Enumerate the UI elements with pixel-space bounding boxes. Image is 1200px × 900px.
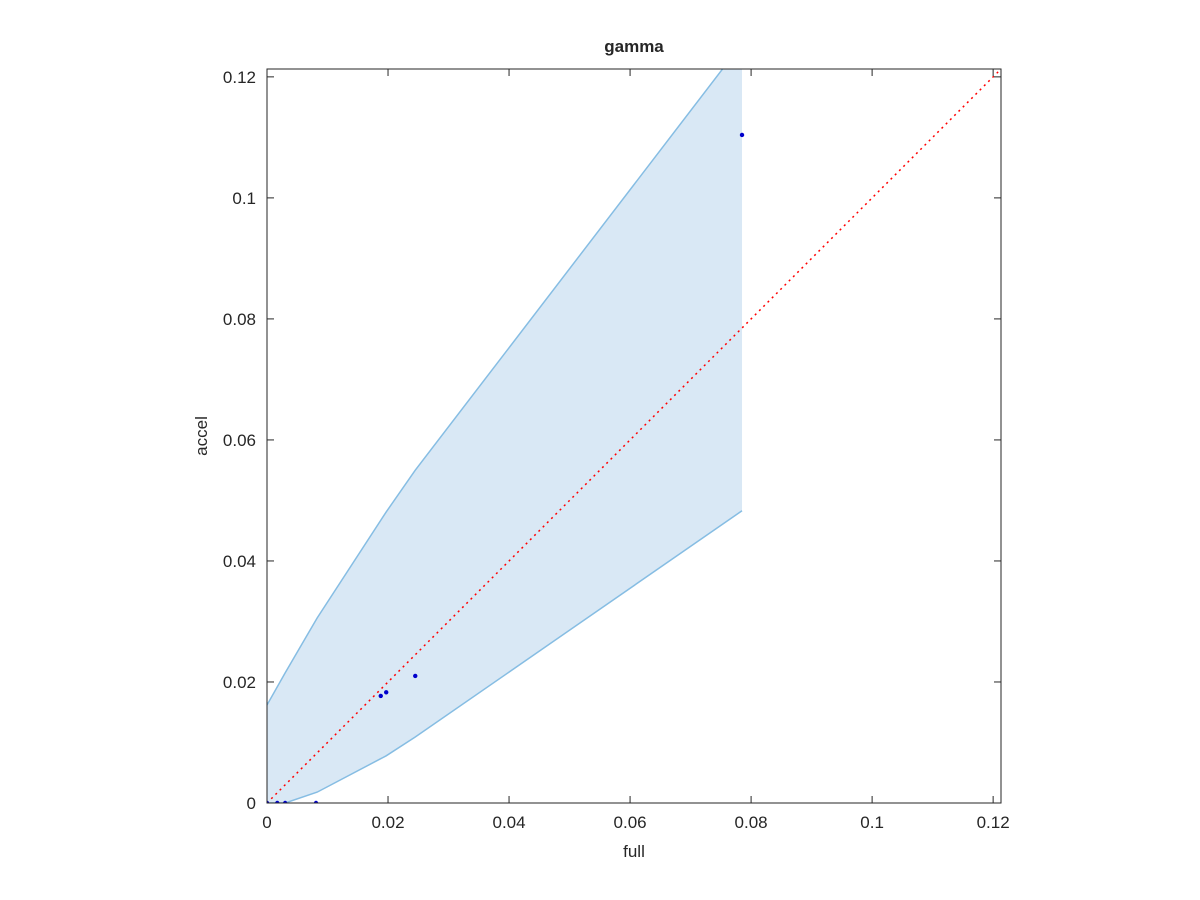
x-axis-label: full [623,842,645,861]
x-tick-label: 0 [262,813,271,832]
x-tick-label: 0.12 [977,813,1010,832]
x-tick-label: 0.04 [492,813,525,832]
plot-area [267,69,1001,803]
y-tick-label: 0.12 [223,68,256,87]
data-point [275,800,280,803]
y-tick-label: 0.04 [223,552,256,571]
y-tick-label: 0.08 [223,310,256,329]
x-tick-label: 0.06 [614,813,647,832]
axes-box [266,68,1002,804]
data-point [384,690,389,695]
band-lower-edge [267,510,743,803]
data-point [267,800,270,803]
y-tick-label: 0 [247,794,256,813]
reference-line [267,69,1001,803]
x-tick-label: 0.02 [371,813,404,832]
x-tick-label: 0.08 [735,813,768,832]
y-axis-label: accel [192,416,211,456]
y-tick-label: 0.1 [232,189,256,208]
data-point [313,800,319,803]
data-point [739,132,745,138]
data-point [378,693,383,699]
band-upper-edge [267,69,724,706]
x-tick-label: 0.1 [860,813,884,832]
data-point [413,673,418,679]
chart-title: gamma [604,37,664,56]
band-area [267,69,743,803]
data-point [282,800,288,803]
y-tick-label: 0.02 [223,673,256,692]
y-tick-label: 0.06 [223,431,256,450]
